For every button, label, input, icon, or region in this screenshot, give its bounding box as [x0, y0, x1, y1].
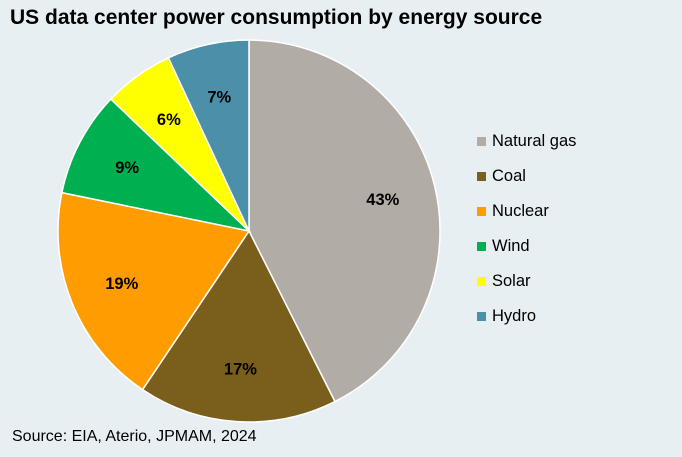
- pie-data-labels: 43% 17% 19% 9% 6% 7%: [105, 89, 399, 379]
- legend-item-nuclear: Nuclear: [477, 194, 576, 229]
- legend-item-solar: Solar: [477, 264, 576, 299]
- data-label-natural-gas: 43%: [366, 191, 399, 209]
- legend-label-coal: Coal: [492, 167, 526, 185]
- legend-item-coal: Coal: [477, 159, 576, 194]
- pie-slice-hydro: [167, 39, 250, 232]
- legend-swatch-coal: [477, 172, 486, 181]
- legend-item-wind: Wind: [477, 229, 576, 264]
- legend-label-wind: Wind: [492, 237, 530, 255]
- legend-label-hydro: Hydro: [492, 307, 537, 325]
- data-label-hydro: 7%: [207, 89, 231, 107]
- legend-label-natural-gas: Natural gas: [492, 132, 577, 150]
- chart-title: US data center power consumption by ener…: [10, 6, 543, 29]
- legend-swatch-hydro: [477, 312, 486, 321]
- legend-swatch-wind: [477, 242, 486, 251]
- legend-item-natural-gas: Natural gas: [477, 124, 576, 159]
- chart-source: Source: EIA, Aterio, JPMAM, 2024: [12, 428, 257, 445]
- pie-slices: [57, 39, 441, 423]
- pie-slice-natural-gas: [248, 39, 441, 403]
- legend-swatch-natural-gas: [477, 137, 486, 146]
- chart-legend: Natural gas Coal Nuclear Wind Solar Hydro: [477, 124, 576, 334]
- data-label-solar: 6%: [157, 111, 181, 129]
- data-label-coal: 17%: [224, 360, 257, 378]
- legend-item-hydro: Hydro: [477, 299, 576, 334]
- legend-label-nuclear: Nuclear: [492, 202, 549, 220]
- legend-swatch-solar: [477, 277, 486, 286]
- pie-slice-coal: [141, 229, 336, 423]
- data-label-nuclear: 19%: [105, 275, 138, 293]
- legend-label-solar: Solar: [492, 272, 531, 290]
- pie-slice-wind: [61, 98, 252, 233]
- data-label-wind: 9%: [115, 159, 139, 177]
- pie-slice-nuclear: [57, 191, 251, 391]
- legend-swatch-nuclear: [477, 207, 486, 216]
